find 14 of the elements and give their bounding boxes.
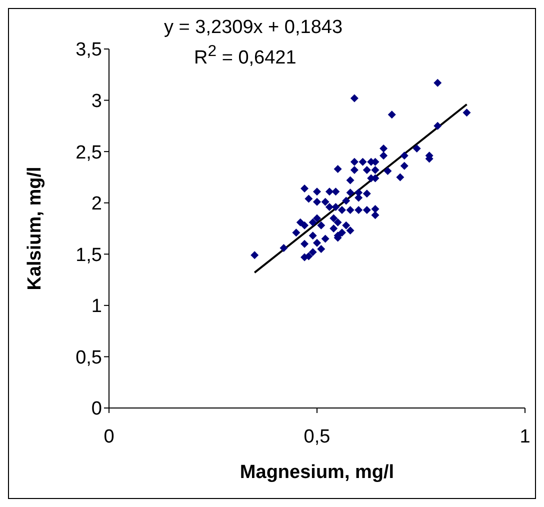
y-tick-label: 3,5 bbox=[76, 40, 102, 61]
x-tick-label: 1 bbox=[520, 426, 530, 448]
x-axis-title: Magnesium, mg/l bbox=[240, 462, 394, 483]
y-tick-label: 3 bbox=[91, 91, 102, 112]
y-tick-label: 1 bbox=[91, 296, 102, 318]
y-tick-label: 2 bbox=[91, 194, 102, 215]
text: y = 3,2309x + 0,1843 bbox=[164, 17, 343, 39]
y-tick-label: 1,5 bbox=[76, 244, 102, 266]
y-tick-label: 0 bbox=[91, 398, 102, 420]
annotation: R$^{2}$ = 0,6421 bbox=[194, 43, 296, 70]
x-tick-label: 0,5 bbox=[304, 426, 330, 448]
y-axis-title: Kalsium, mg/l bbox=[24, 166, 46, 290]
y-tick-label: 0,5 bbox=[76, 347, 102, 368]
y-tick-label: 2,5 bbox=[76, 142, 102, 164]
